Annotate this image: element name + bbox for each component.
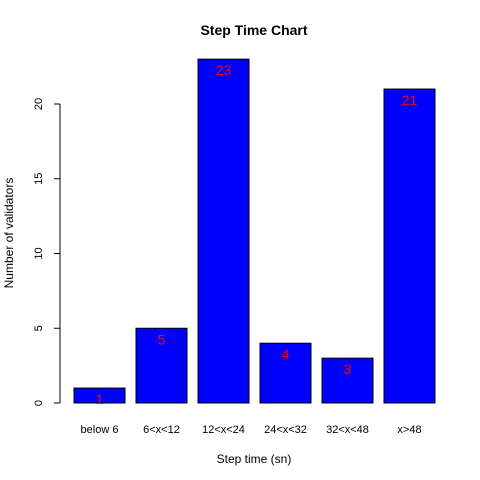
bar (73, 387, 126, 404)
x-tick-labels: below 6 6<x<12 12<x<24 24<x<32 32<x<48 x>48 (81, 424, 422, 436)
x-tick-label: 6<x<12 (143, 424, 180, 436)
y-tick-label: 10 (33, 247, 45, 259)
y-axis-label: Number of validators (2, 178, 16, 289)
x-tick-label: 12<x<24 (202, 424, 245, 436)
y-tick-label: 20 (33, 98, 45, 110)
bar (259, 342, 312, 404)
bar (197, 58, 250, 404)
y-axis: 0 5 10 15 20 (33, 98, 61, 406)
data-labels: 1 5 23 4 3 21 (96, 62, 418, 407)
x-tick-label: 24<x<32 (264, 424, 307, 436)
bar (135, 327, 188, 404)
bar-data-label: 21 (402, 92, 418, 108)
bar-data-label: 1 (96, 391, 104, 407)
bar-data-label: 23 (216, 62, 232, 78)
chart-title: Step Time Chart (200, 22, 307, 38)
x-tick-label: 32<x<48 (326, 424, 369, 436)
x-tick-label: below 6 (81, 424, 119, 436)
bar-data-label: 5 (158, 331, 166, 347)
bars (73, 58, 436, 404)
y-tick-label: 0 (33, 400, 45, 406)
y-tick-label: 5 (33, 325, 45, 331)
x-axis-label: Step time (sn) (217, 452, 292, 466)
x-tick-label: x>48 (397, 424, 421, 436)
bar (383, 88, 436, 404)
bar-data-label: 3 (344, 361, 352, 377)
bar (321, 357, 374, 404)
y-tick-label: 15 (33, 173, 45, 185)
bar-data-label: 4 (282, 346, 290, 362)
